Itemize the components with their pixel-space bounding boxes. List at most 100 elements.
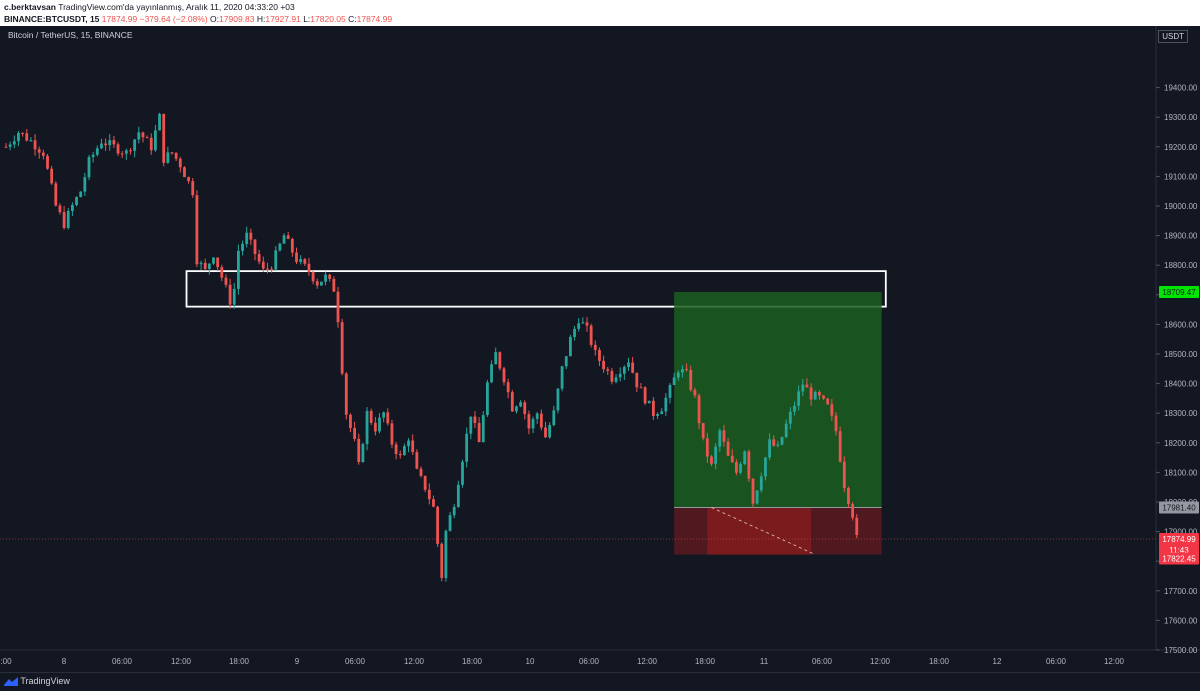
candle-body [818, 392, 821, 396]
x-tick-label: 12:00 [171, 657, 192, 666]
axis-unit-badge[interactable]: USDT [1158, 30, 1188, 43]
candle-body [245, 232, 249, 244]
time-axis: :00 8 06:00 12:00 18:00 9 06:00 12:00 18:00 10 06:… [0, 657, 1124, 666]
candle-body [577, 323, 581, 329]
publish-header: c.berktavsan TradingView.com'da yayınlan… [0, 0, 1200, 26]
candle-body [602, 360, 605, 370]
candle-body [461, 461, 464, 485]
candle-body [697, 395, 701, 424]
candle-body [46, 155, 49, 169]
candle-body [158, 113, 161, 131]
candle-body [183, 167, 186, 178]
candle-body [481, 415, 485, 443]
candle-body [87, 157, 91, 178]
target-price-label: 18709.47 [1162, 288, 1196, 297]
candle-body [37, 149, 41, 153]
x-tick-label: 06:00 [812, 657, 833, 666]
candle-body [776, 444, 780, 446]
candle-body [710, 456, 713, 464]
high-label: H: [256, 14, 266, 24]
candle-body [365, 410, 369, 445]
candle-body [813, 392, 817, 400]
chart-grid [0, 26, 1200, 651]
candle-body [141, 132, 145, 138]
y-tick-label: 18400.00 [1164, 380, 1198, 389]
author-name[interactable]: c.berktavsan [4, 2, 56, 12]
candle-body [535, 413, 539, 419]
candle-body [689, 370, 693, 390]
candle-body [498, 352, 502, 369]
candle-body [224, 277, 228, 285]
candle-body [436, 506, 439, 544]
candle-body [730, 455, 734, 463]
candle-body [519, 402, 522, 407]
candle-body [324, 274, 327, 282]
price-chart[interactable]: 19400.00 19300.00 19200.00 19100.00 19000.00… [0, 26, 1200, 672]
candle-body [772, 439, 776, 446]
x-tick-label: 9 [295, 657, 300, 666]
candle-body [390, 423, 394, 445]
candle-body [797, 391, 801, 406]
candle-body [357, 438, 361, 462]
candle-body [207, 263, 211, 269]
candle-body [552, 410, 556, 426]
candle-body [855, 517, 859, 535]
candle-body [303, 259, 307, 264]
candle-body [718, 430, 722, 447]
candle-body [610, 370, 614, 382]
candle-body [444, 530, 448, 578]
candle-body [295, 252, 298, 262]
candle-body [12, 141, 16, 145]
candle-body [336, 291, 340, 323]
candle-body [108, 140, 112, 146]
candle-body [494, 352, 498, 365]
candle-body [41, 152, 45, 156]
candle-body [249, 232, 253, 240]
candle-body [112, 140, 116, 145]
candle-body [805, 384, 809, 388]
candle-body [261, 261, 265, 269]
candle-body [751, 478, 755, 504]
entry-price-label: 17981.40 [1162, 504, 1196, 513]
candle-body [187, 177, 190, 182]
y-tick-label: 18800.00 [1164, 261, 1198, 270]
countdown-label: 11:43 [1169, 546, 1189, 555]
candle-body [270, 268, 273, 270]
candle-body [502, 368, 506, 383]
y-tick-label: 17500.00 [1164, 646, 1198, 655]
candle-body [656, 414, 659, 416]
ohlc-line: BINANCE:BTCUSDT, 15 17874.99 −379.64 (−2… [4, 14, 392, 24]
candle-body [809, 387, 813, 400]
candle-body [639, 387, 643, 389]
candle-body [432, 499, 435, 507]
y-tick-label: 17900.00 [1164, 528, 1198, 537]
candle-body [647, 400, 651, 404]
tradingview-logo[interactable]: TradingView [4, 676, 70, 687]
candle-body [403, 446, 406, 456]
candle-body [25, 133, 29, 141]
candle-body [627, 362, 630, 367]
candle-body [332, 278, 336, 292]
candle-body [278, 243, 282, 251]
candle-body [311, 271, 315, 282]
close-label: C: [348, 14, 357, 24]
candle-body [353, 428, 356, 439]
candle-body [643, 387, 647, 404]
candle-body [253, 239, 257, 254]
trajectory-arrow [711, 507, 816, 555]
candle-body [199, 262, 203, 265]
symbol-title: Bitcoin / TetherUS, 15, BINANCE [8, 30, 133, 40]
candle-body [838, 431, 842, 462]
candle-body [349, 414, 352, 429]
candle-body [830, 404, 834, 416]
y-tick-label: 18100.00 [1164, 468, 1198, 477]
x-tick-label: 10 [526, 657, 535, 666]
stop-price-label: 17822.45 [1162, 555, 1196, 564]
candle-body [228, 284, 232, 305]
candle-body [54, 183, 58, 206]
entry-price-label-bg [1159, 501, 1199, 514]
candle-body [328, 274, 332, 279]
candle-body [606, 369, 610, 371]
candle-body [589, 325, 593, 345]
loss-zone-highlight [707, 507, 812, 555]
